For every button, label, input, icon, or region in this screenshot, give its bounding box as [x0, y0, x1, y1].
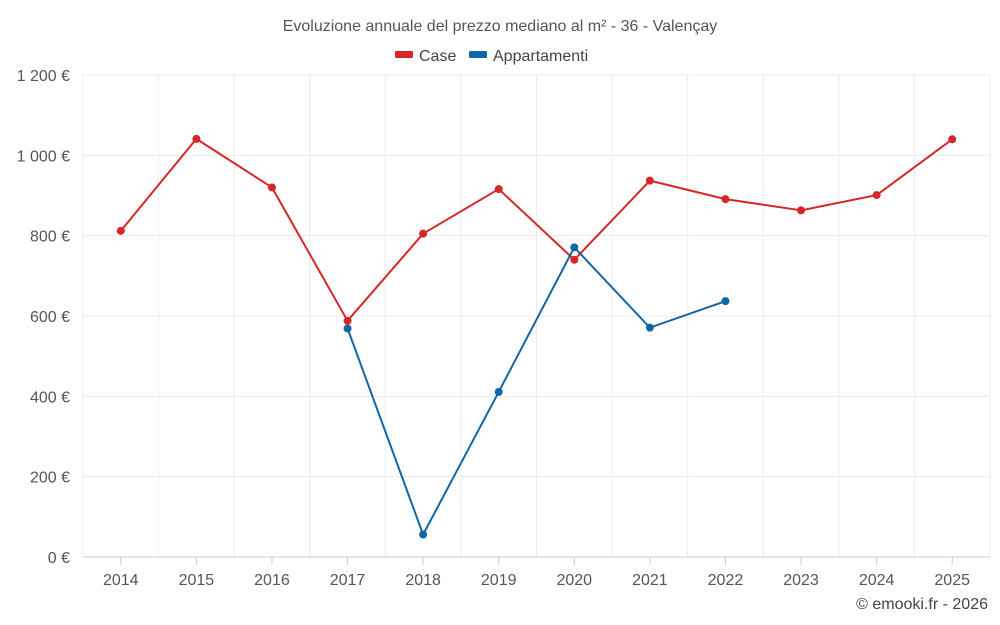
grid — [82, 74, 991, 558]
data-point-case[interactable] — [192, 134, 201, 143]
x-tick-label: 2020 — [556, 572, 592, 589]
data-point-case[interactable] — [721, 195, 730, 204]
series-appartamenti — [343, 243, 730, 539]
data-point-appartamenti[interactable] — [494, 387, 503, 396]
x-tick-label: 2014 — [103, 572, 139, 589]
y-tick-label: 800 € — [30, 229, 70, 246]
x-tick-label: 2016 — [254, 572, 290, 589]
y-axis-ticks: 0 € 200 € 400 € 600 € 800 € 1 000 € 1 200 € — [17, 68, 70, 567]
chart-title: Evoluzione annuale del prezzo mediano al… — [283, 18, 718, 35]
series-case — [116, 134, 957, 325]
data-point-case[interactable] — [948, 135, 957, 144]
y-tick-label: 600 € — [30, 309, 70, 326]
data-point-appartamenti[interactable] — [419, 530, 428, 539]
y-tick-label: 0 € — [48, 550, 70, 567]
y-tick-label: 1 000 € — [17, 148, 70, 165]
data-point-case[interactable] — [116, 226, 125, 235]
x-tick-label: 2019 — [481, 572, 517, 589]
data-point-case[interactable] — [343, 316, 352, 325]
legend-swatch-case — [395, 51, 413, 58]
legend: Case Appartamenti — [395, 48, 588, 65]
y-tick-label: 200 € — [30, 470, 70, 487]
data-point-appartamenti[interactable] — [570, 243, 579, 252]
data-point-case[interactable] — [645, 176, 654, 185]
data-point-case[interactable] — [267, 183, 276, 192]
x-tick-label: 2018 — [405, 572, 441, 589]
x-tick-label: 2023 — [783, 572, 819, 589]
data-point-case[interactable] — [570, 255, 579, 264]
y-tick-label: 1 200 € — [17, 68, 70, 85]
legend-item-case[interactable]: Case — [395, 48, 456, 65]
legend-label-case: Case — [419, 48, 456, 65]
series-layer — [116, 134, 957, 539]
legend-item-appartamenti[interactable]: Appartamenti — [469, 48, 588, 65]
data-point-appartamenti[interactable] — [645, 323, 654, 332]
x-tick-label: 2025 — [934, 572, 970, 589]
x-axis-ticks: 2014 2015 2016 2017 2018 2019 2020 2021 2022 2023… — [103, 557, 970, 589]
data-point-case[interactable] — [494, 185, 503, 194]
data-point-appartamenti[interactable] — [343, 324, 352, 333]
y-tick-label: 400 € — [30, 389, 70, 406]
data-point-appartamenti[interactable] — [721, 297, 730, 306]
data-point-case[interactable] — [872, 191, 881, 200]
legend-label-appartamenti: Appartamenti — [493, 48, 588, 65]
legend-swatch-appartamenti — [469, 51, 487, 58]
credit-text: © emooki.fr - 2026 — [856, 596, 988, 613]
series-line-appartamenti — [346, 245, 726, 537]
x-tick-label: 2015 — [179, 572, 215, 589]
x-tick-label: 2024 — [859, 572, 895, 589]
x-tick-label: 2021 — [632, 572, 668, 589]
data-point-case[interactable] — [419, 229, 428, 238]
x-tick-label: 2017 — [330, 572, 366, 589]
data-point-case[interactable] — [797, 206, 806, 215]
series-line-case — [120, 137, 953, 323]
x-tick-label: 2022 — [708, 572, 744, 589]
